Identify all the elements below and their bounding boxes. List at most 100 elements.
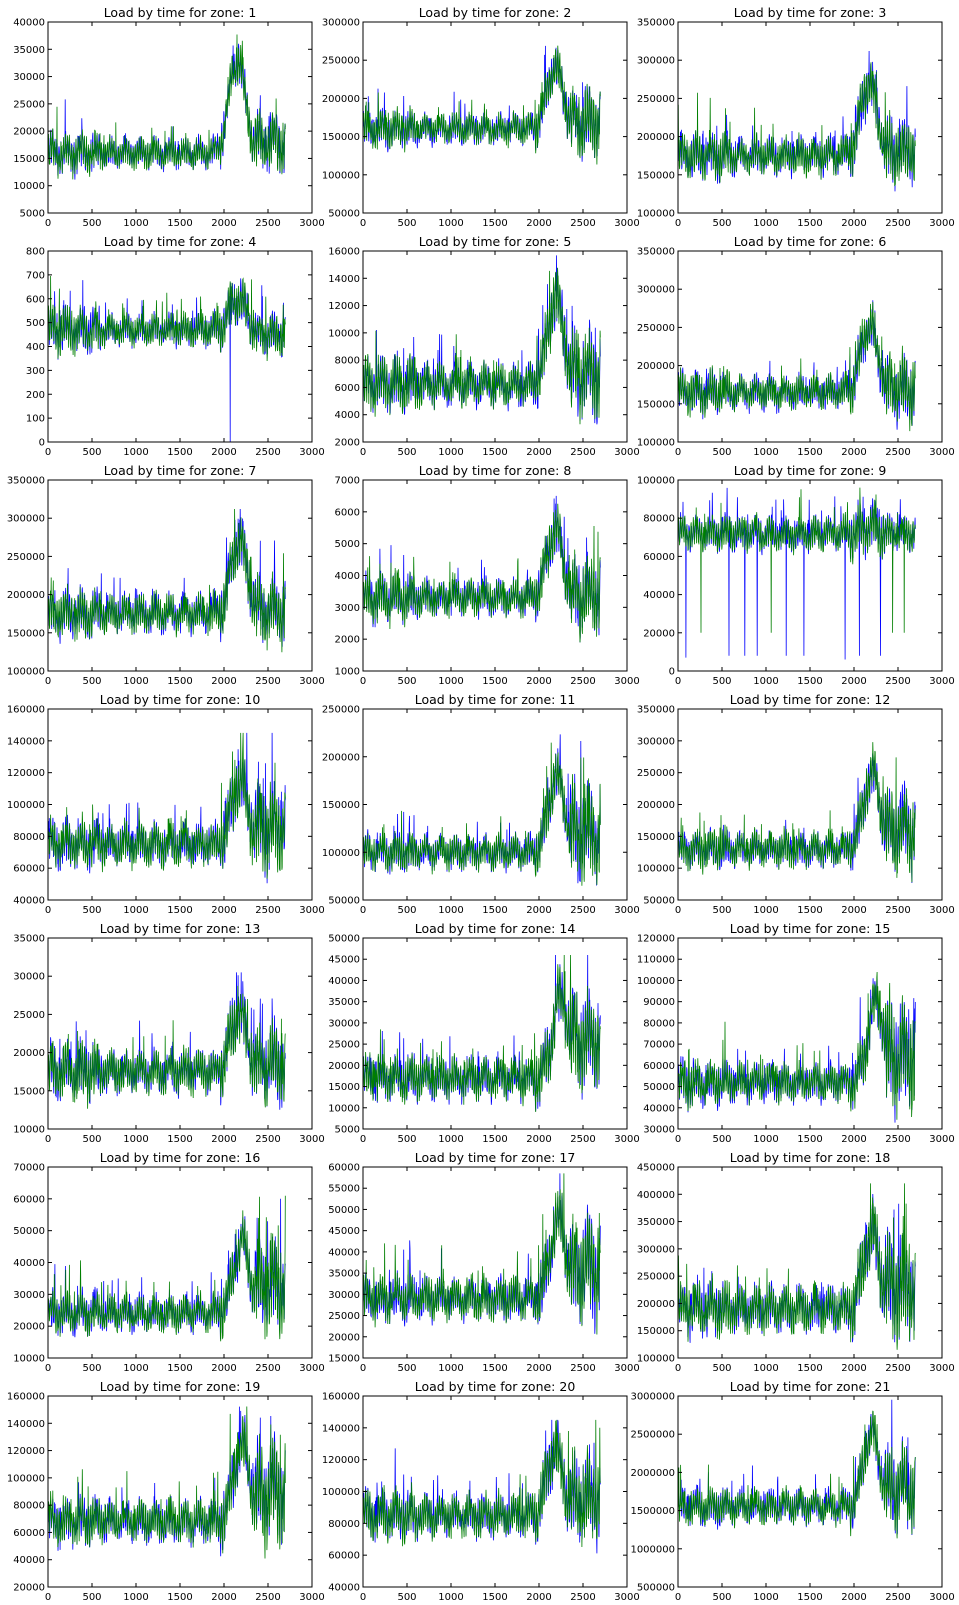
x-tick-label: 1500 bbox=[797, 1363, 822, 1374]
y-tick-label: 120000 bbox=[322, 1455, 360, 1466]
subplot-zone-15: Load by time for zone: 15 0 500 1000 1500 200… bbox=[637, 921, 955, 1145]
y-tick-label: 14000 bbox=[328, 274, 360, 285]
y-tick-label: 800 bbox=[26, 247, 45, 258]
x-tick-label: 0 bbox=[45, 218, 51, 229]
x-tick-label: 1000 bbox=[123, 447, 148, 458]
subplot-title: Load by time for zone: 11 bbox=[415, 692, 576, 707]
series-line-green bbox=[48, 1406, 286, 1559]
x-tick-label: 1500 bbox=[482, 676, 507, 687]
y-tick-label: 150000 bbox=[322, 800, 360, 811]
x-tick-label: 3000 bbox=[299, 676, 324, 687]
x-tick-label: 0 bbox=[360, 1134, 366, 1145]
subplot-title: Load by time for zone: 5 bbox=[419, 234, 572, 249]
x-tick-label: 0 bbox=[675, 447, 681, 458]
x-tick-label: 3000 bbox=[929, 1363, 954, 1374]
x-tick-label: 1500 bbox=[167, 1592, 192, 1603]
y-tick-label: 300000 bbox=[322, 18, 360, 29]
y-tick-label: 600 bbox=[26, 294, 45, 305]
y-tick-label: 80000 bbox=[13, 1501, 45, 1512]
x-tick-label: 0 bbox=[45, 905, 51, 916]
x-tick-label: 2000 bbox=[841, 447, 866, 458]
x-tick-label: 500 bbox=[712, 447, 731, 458]
x-tick-label: 1500 bbox=[167, 676, 192, 687]
x-tick-label: 2500 bbox=[570, 1592, 595, 1603]
y-tick-label: 60000 bbox=[328, 1551, 360, 1562]
y-tick-label: 140000 bbox=[7, 736, 45, 747]
y-tick-label: 1500000 bbox=[630, 1506, 675, 1517]
x-tick-label: 0 bbox=[675, 905, 681, 916]
x-tick-label: 3000 bbox=[929, 1592, 954, 1603]
y-tick-label: 60000 bbox=[13, 864, 45, 875]
x-tick-label: 2000 bbox=[211, 905, 236, 916]
y-tick-label: 350000 bbox=[637, 247, 675, 258]
subplot-title: Load by time for zone: 19 bbox=[100, 1379, 261, 1394]
x-tick-label: 3000 bbox=[614, 218, 639, 229]
y-tick-label: 50000 bbox=[13, 1226, 45, 1237]
x-tick-label: 1500 bbox=[797, 218, 822, 229]
series-line-blue bbox=[678, 487, 916, 660]
y-tick-label: 160000 bbox=[7, 705, 45, 716]
y-tick-label: 40000 bbox=[643, 1103, 675, 1114]
y-tick-label: 700 bbox=[26, 270, 45, 281]
x-tick-label: 1000 bbox=[438, 676, 463, 687]
x-tick-label: 500 bbox=[397, 1134, 416, 1145]
y-tick-label: 20000 bbox=[328, 1061, 360, 1072]
y-tick-label: 12000 bbox=[328, 301, 360, 312]
y-tick-label: 35000 bbox=[13, 934, 45, 945]
subplot-zone-21: Load by time for zone: 21 0 500 1000 1500 200… bbox=[630, 1379, 954, 1603]
y-tick-label: 200000 bbox=[7, 590, 45, 601]
y-tick-label: 200000 bbox=[637, 361, 675, 372]
y-tick-label: 40000 bbox=[13, 1555, 45, 1566]
y-tick-label: 5000 bbox=[335, 1125, 360, 1136]
x-tick-label: 1500 bbox=[797, 1134, 822, 1145]
y-tick-label: 50000 bbox=[328, 209, 360, 220]
x-tick-label: 500 bbox=[397, 1592, 416, 1603]
x-tick-label: 1500 bbox=[797, 1592, 822, 1603]
subplot-title: Load by time for zone: 12 bbox=[730, 692, 891, 707]
y-tick-label: 120000 bbox=[7, 1446, 45, 1457]
y-tick-label: 3000 bbox=[335, 603, 360, 614]
series-line-green bbox=[363, 503, 601, 643]
x-tick-label: 1000 bbox=[753, 1134, 778, 1145]
x-tick-label: 2000 bbox=[526, 218, 551, 229]
x-tick-label: 1000 bbox=[753, 1592, 778, 1603]
x-tick-label: 3000 bbox=[929, 447, 954, 458]
series-line-green bbox=[363, 954, 601, 1113]
subplot-title: Load by time for zone: 4 bbox=[104, 234, 257, 249]
subplot-title: Load by time for zone: 20 bbox=[415, 1379, 576, 1394]
y-tick-label: 15000 bbox=[13, 154, 45, 165]
y-tick-label: 4000 bbox=[335, 571, 360, 582]
subplot-title: Load by time for zone: 2 bbox=[419, 5, 572, 20]
x-tick-label: 3000 bbox=[929, 905, 954, 916]
y-tick-label: 25000 bbox=[328, 1040, 360, 1051]
x-tick-label: 1000 bbox=[753, 1363, 778, 1374]
y-tick-label: 100000 bbox=[637, 438, 675, 449]
x-tick-label: 1000 bbox=[438, 1134, 463, 1145]
subplot-title: Load by time for zone: 1 bbox=[104, 5, 257, 20]
x-tick-label: 0 bbox=[360, 447, 366, 458]
y-tick-label: 400000 bbox=[637, 1190, 675, 1201]
y-tick-label: 20000 bbox=[13, 1583, 45, 1594]
series-line-green bbox=[678, 742, 916, 883]
y-tick-label: 350000 bbox=[7, 476, 45, 487]
y-tick-label: 20000 bbox=[328, 1332, 360, 1343]
x-tick-label: 2500 bbox=[255, 447, 280, 458]
y-tick-label: 160000 bbox=[7, 1392, 45, 1403]
y-tick-label: 100000 bbox=[637, 1354, 675, 1365]
y-tick-label: 300000 bbox=[637, 285, 675, 296]
subplot-zone-6: Load by time for zone: 6 0 500 1000 1500 2000… bbox=[637, 234, 955, 458]
x-tick-label: 2500 bbox=[255, 1363, 280, 1374]
y-tick-label: 200000 bbox=[637, 800, 675, 811]
y-tick-label: 40000 bbox=[643, 590, 675, 601]
y-tick-label: 450000 bbox=[637, 1163, 675, 1174]
y-tick-label: 45000 bbox=[328, 955, 360, 966]
x-tick-label: 1000 bbox=[438, 1363, 463, 1374]
y-tick-label: 10000 bbox=[328, 1103, 360, 1114]
axes-frame bbox=[47, 1395, 313, 1588]
y-tick-label: 20000 bbox=[643, 628, 675, 639]
series-line-green bbox=[363, 1419, 601, 1548]
x-tick-label: 1000 bbox=[438, 447, 463, 458]
y-tick-label: 350000 bbox=[637, 18, 675, 29]
y-tick-label: 150000 bbox=[637, 832, 675, 843]
